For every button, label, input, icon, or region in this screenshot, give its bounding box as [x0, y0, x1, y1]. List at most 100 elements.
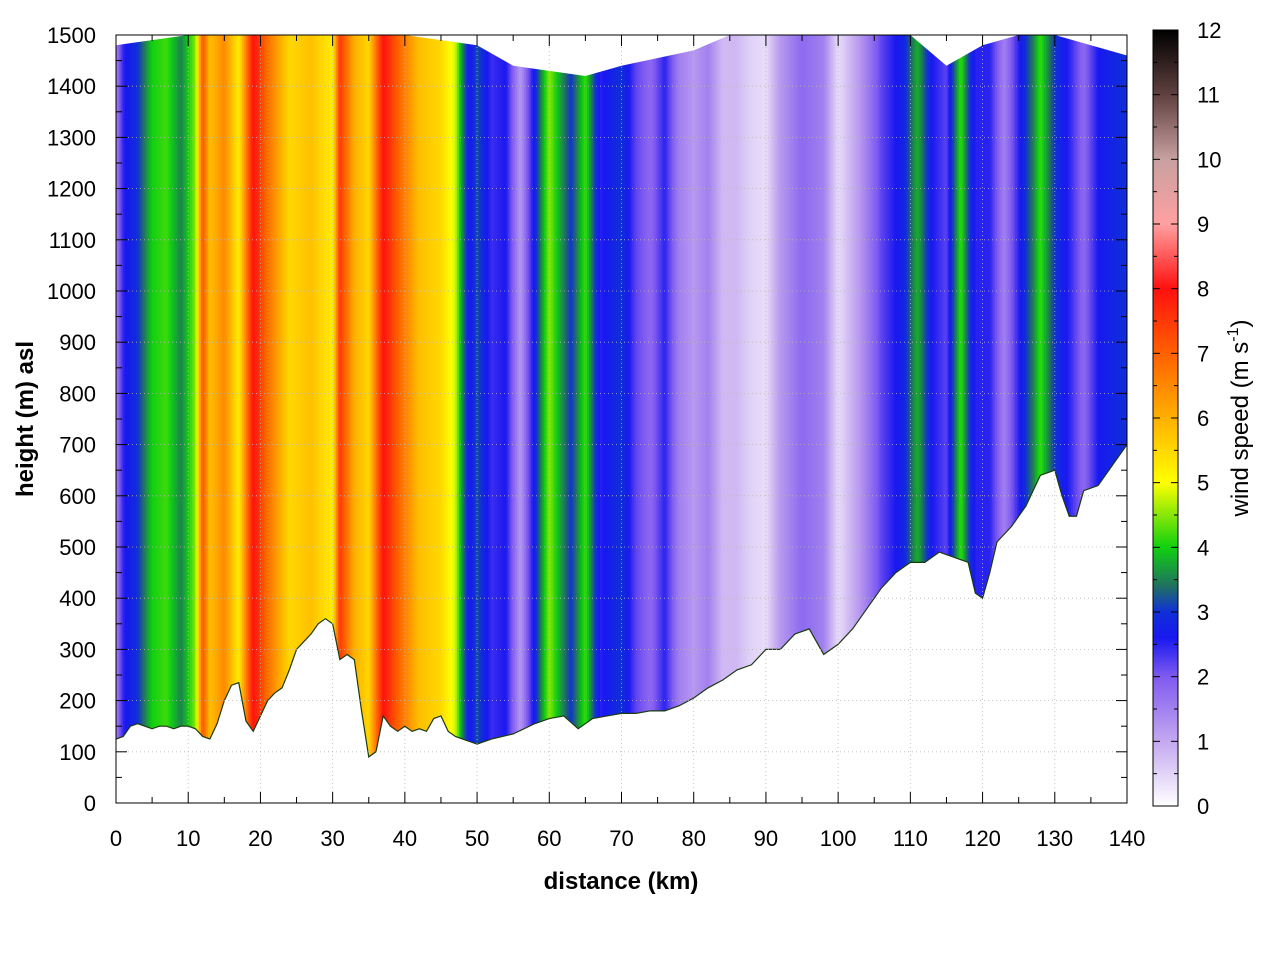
field-column: [780, 35, 783, 803]
field-column: [753, 35, 756, 803]
field-column: [576, 35, 579, 803]
field-column: [863, 35, 866, 803]
field-column: [558, 35, 561, 803]
field-column: [989, 35, 993, 803]
colorbar-tick-label: 7: [1197, 341, 1209, 366]
field-column: [1103, 35, 1106, 803]
field-column: [477, 35, 480, 803]
field-column: [987, 35, 991, 803]
colorbar-title-sup: -1: [1225, 327, 1242, 341]
x-tick-label: 100: [820, 826, 857, 851]
field-column: [888, 35, 892, 803]
field-column: [890, 35, 893, 803]
y-tick-label: 500: [59, 535, 96, 560]
field-column: [453, 35, 457, 803]
field-column: [455, 35, 458, 803]
field-column: [751, 35, 754, 803]
field-column: [695, 35, 698, 803]
field-column: [946, 35, 949, 803]
field-column: [605, 35, 608, 803]
field-column: [955, 35, 958, 803]
field-column: [310, 35, 314, 803]
field-column: [706, 35, 709, 803]
field-column: [686, 35, 689, 803]
field-column: [713, 35, 716, 803]
field-column: [134, 35, 137, 803]
colorbar-tick-label: 8: [1197, 277, 1209, 302]
field-column: [1015, 35, 1018, 803]
field-column: [262, 35, 265, 803]
field-column: [495, 35, 498, 803]
field-column: [222, 35, 225, 803]
field-column: [634, 35, 637, 803]
field-column: [1000, 35, 1004, 803]
field-column: [233, 35, 236, 803]
field-column: [356, 35, 359, 803]
field-column: [208, 35, 211, 803]
field-column: [182, 35, 186, 803]
field-column: [527, 35, 531, 803]
field-column: [785, 35, 789, 803]
field-column: [173, 35, 177, 803]
field-column: [121, 35, 124, 803]
field-column: [811, 35, 814, 803]
y-tick-label: 1300: [47, 125, 96, 150]
field-column: [820, 35, 823, 803]
field-column: [186, 35, 189, 803]
field-column: [280, 35, 283, 803]
field-column: [540, 35, 543, 803]
field-column: [702, 35, 706, 803]
field-column: [462, 35, 466, 803]
field-column: [630, 35, 633, 803]
field-column: [733, 35, 736, 803]
field-column: [561, 35, 565, 803]
field-column: [549, 35, 552, 803]
field-column: [782, 35, 785, 803]
field-column: [984, 35, 987, 803]
field-column: [168, 35, 171, 803]
field-column: [919, 35, 922, 803]
field-column: [697, 35, 700, 803]
field-column: [1099, 35, 1103, 803]
field-column: [865, 35, 868, 803]
x-axis-ticks: 0 10 20 30 40 50 60 70 80 90 100 110 120 130 140: [110, 35, 1145, 851]
field-column: [1096, 35, 1099, 803]
field-column: [623, 35, 626, 803]
field-column: [621, 35, 624, 803]
field-column: [1058, 35, 1061, 803]
field-column: [809, 35, 812, 803]
field-column: [881, 35, 884, 803]
field-column: [289, 35, 292, 803]
field-column: [489, 35, 493, 803]
field-column: [765, 35, 769, 803]
field-column: [150, 35, 153, 803]
field-column: [700, 35, 704, 803]
field-column: [437, 35, 440, 803]
field-column: [708, 35, 711, 803]
y-tick-label: 400: [59, 586, 96, 611]
field-column: [352, 35, 355, 803]
field-column: [563, 35, 567, 803]
terrain-mask: [116, 444, 1127, 803]
field-column: [856, 35, 859, 803]
field-column: [327, 35, 330, 803]
field-column: [323, 35, 327, 803]
y-tick-label: 0: [84, 791, 96, 816]
field-column: [859, 35, 863, 803]
field-column: [565, 35, 568, 803]
field-column: [928, 35, 931, 803]
field-column: [329, 35, 332, 803]
field-column: [827, 35, 830, 803]
field-column: [953, 35, 957, 803]
field-column: [459, 35, 462, 803]
field-column: [451, 35, 455, 803]
colorbar-title: wind speed (m s-1): [1225, 320, 1254, 518]
field-column: [1089, 35, 1092, 803]
field-column: [457, 35, 460, 803]
field-column: [644, 35, 648, 803]
field-column: [303, 35, 307, 803]
field-column: [395, 35, 399, 803]
field-column: [915, 35, 919, 803]
x-tick-label: 30: [320, 826, 344, 851]
field-column: [139, 35, 142, 803]
